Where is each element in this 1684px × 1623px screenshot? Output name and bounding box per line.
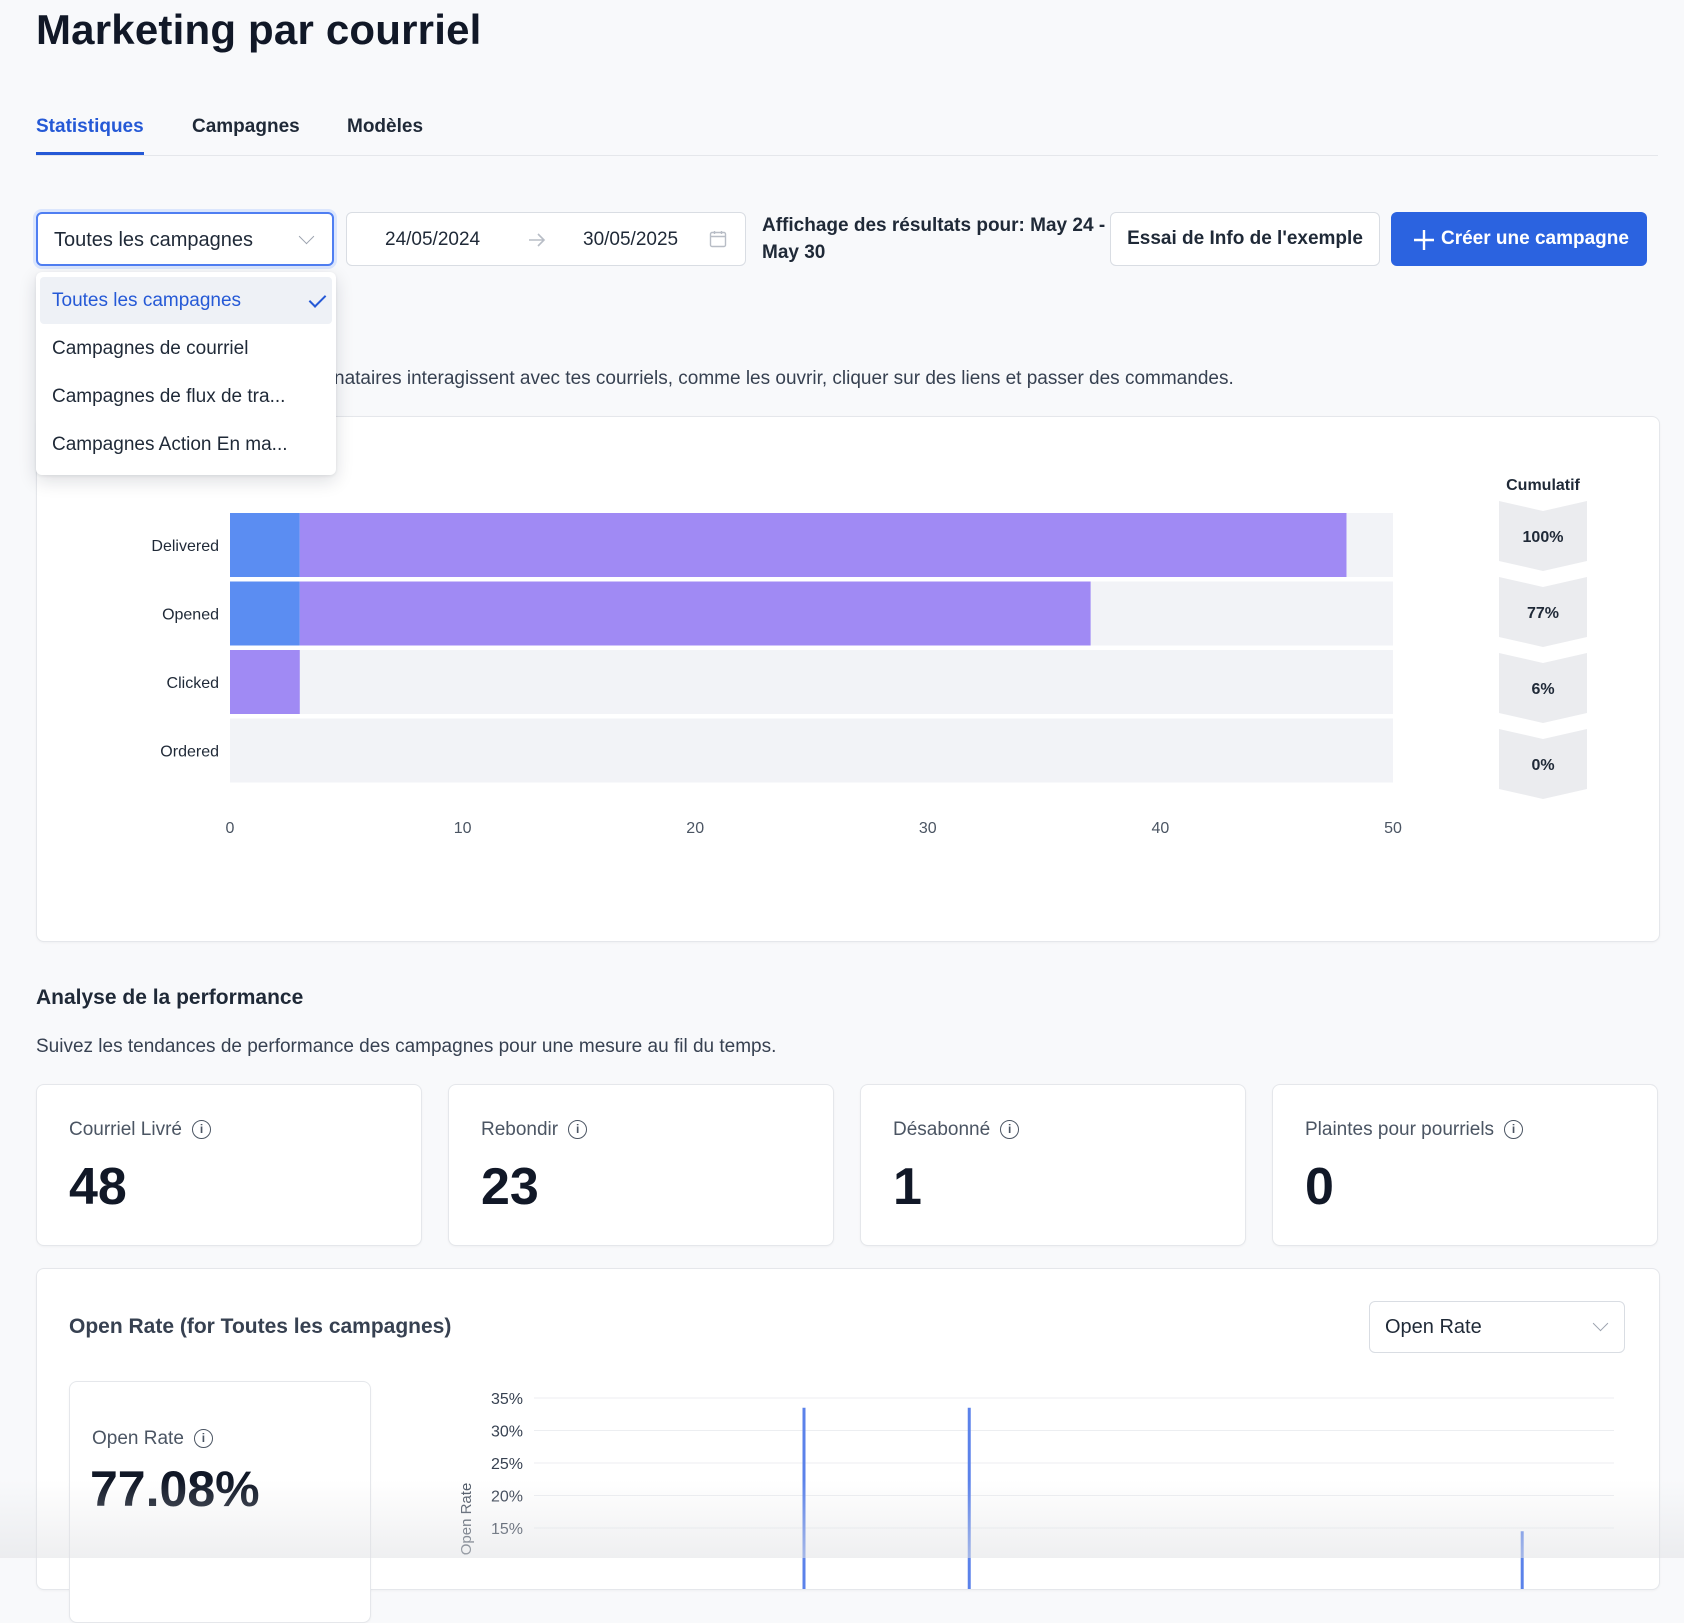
x-tick-label: 50 <box>1384 820 1402 837</box>
funnel-category-label: Clicked <box>167 675 219 692</box>
metric-label: Rebondir <box>481 1119 559 1140</box>
chevron-down-icon <box>298 228 315 245</box>
metric-value: 23 <box>481 1158 539 1216</box>
y-tick-label: 15% <box>491 1521 523 1538</box>
metric-card-spam: Plaintes pour pourriels i 0 <box>1272 1084 1658 1246</box>
x-tick-label: 20 <box>686 820 704 837</box>
demo-data-button[interactable]: Essai de Info de l'exemple <box>1110 212 1380 266</box>
x-tick-label: 10 <box>454 820 472 837</box>
funnel-category-label: Delivered <box>151 538 219 555</box>
metric-value: 0 <box>1305 1158 1334 1216</box>
dropdown-option-all[interactable]: Toutes les campagnes <box>40 277 332 324</box>
metric-label-wrap: Rebondir i <box>481 1119 588 1141</box>
open-rate-summary-value: 77.08% <box>90 1461 260 1517</box>
info-icon[interactable]: i <box>1000 1120 1020 1140</box>
metric-label: Désabonné <box>893 1119 991 1140</box>
metric-label-wrap: Plaintes pour pourriels i <box>1305 1119 1524 1141</box>
x-tick-label: 30 <box>919 820 937 837</box>
cumulative-chevron <box>1499 577 1587 647</box>
cumulative-chevron <box>1499 501 1587 571</box>
cumulative-value: 6% <box>1531 681 1554 698</box>
metric-label-wrap: Désabonné i <box>893 1119 1020 1141</box>
performance-subtitle: Suivez les tendances de performance des … <box>36 1036 777 1057</box>
cumulative-value: 0% <box>1531 757 1554 774</box>
funnel-category-label: Ordered <box>160 744 219 761</box>
funnel-bar-delivered-1 <box>299 513 1347 577</box>
funnel-chart: Delivered 100% Opened 77% Clicked 6% Ordered 0%… <box>151 477 1587 837</box>
metric-card-bounce: Rebondir i 23 <box>448 1084 834 1246</box>
info-icon[interactable]: i <box>1504 1120 1524 1140</box>
date-range-picker[interactable]: 24/05/2024 30/05/2025 <box>346 212 746 266</box>
metric-select[interactable]: Open Rate <box>1369 1301 1625 1353</box>
performance-title: Analyse de la performance <box>36 986 304 1009</box>
chevron-down-icon <box>1592 1315 1609 1332</box>
date-start-input[interactable]: 24/05/2024 <box>385 229 481 250</box>
x-tick-label: 40 <box>1152 820 1170 837</box>
dropdown-option-flow[interactable]: Campagnes de flux de tra... <box>52 386 286 407</box>
funnel-card: Delivered 100% Opened 77% Clicked 6% Ordered 0%… <box>36 416 1660 942</box>
campaign-type-select-value: Toutes les campagnes <box>54 229 254 251</box>
arrow-right-icon <box>529 233 546 247</box>
dropdown-option-action[interactable]: Campagnes Action En ma... <box>52 434 288 455</box>
metric-card-unsubscribed: Désabonné i 1 <box>860 1084 1246 1246</box>
tab-statistiques[interactable]: Statistiques <box>36 116 144 155</box>
metric-label: Courriel Livré <box>69 1119 182 1140</box>
date-end-input[interactable]: 30/05/2025 <box>583 229 679 250</box>
dropdown-option-email[interactable]: Campagnes de courriel <box>52 338 249 359</box>
tab-campagnes[interactable]: Campagnes <box>192 116 300 137</box>
open-rate-card: Open Rate (for Toutes les campagnes) Ope… <box>36 1268 1660 1623</box>
y-axis-label: Open Rate <box>458 1483 475 1556</box>
funnel-bar-opened-0 <box>230 581 300 646</box>
open-rate-summary: Open Rate i 77.08% <box>69 1381 371 1623</box>
y-tick-label: 25% <box>491 1456 523 1473</box>
page-title: Marketing par courriel <box>36 6 482 53</box>
open-rate-title: Open Rate (for Toutes les campagnes) <box>69 1315 452 1338</box>
campaign-type-select[interactable]: Toutes les campagnes <box>36 212 334 266</box>
metric-value: 48 <box>69 1158 127 1216</box>
metric-value: 1 <box>893 1158 922 1216</box>
funnel-description: nataires interagissent avec tes courriel… <box>334 368 1234 389</box>
info-icon[interactable]: i <box>568 1120 588 1140</box>
metric-select-value: Open Rate <box>1385 1316 1482 1338</box>
info-icon[interactable]: i <box>193 1429 213 1449</box>
funnel-track <box>230 650 1393 714</box>
open-rate-summary-label: Open Rate <box>92 1428 184 1449</box>
campaign-type-dropdown: Toutes les campagnes Campagnes de courri… <box>36 272 336 475</box>
plus-icon <box>1414 230 1434 250</box>
funnel-category-label: Opened <box>162 607 219 624</box>
dropdown-option-label: Toutes les campagnes <box>52 290 242 311</box>
funnel-bar-clicked-1 <box>230 650 300 714</box>
metric-label-wrap: Courriel Livré i <box>69 1119 211 1141</box>
cumulative-header: Cumulatif <box>1506 477 1580 494</box>
info-icon[interactable]: i <box>191 1120 211 1140</box>
checkmark-icon <box>308 290 327 308</box>
y-tick-label: 30% <box>491 1424 523 1441</box>
create-campaign-button[interactable]: Créer une campagne <box>1391 212 1647 266</box>
cumulative-value: 77% <box>1527 605 1559 622</box>
create-campaign-label: Créer une campagne <box>1441 228 1629 249</box>
calendar-icon[interactable] <box>709 230 727 248</box>
open-rate-summary-label-wrap: Open Rate i <box>92 1428 213 1450</box>
cumulative-chevron <box>1499 729 1587 799</box>
cumulative-chevron <box>1499 653 1587 723</box>
metric-label: Plaintes pour pourriels <box>1305 1119 1495 1140</box>
funnel-bar-delivered-0 <box>230 513 300 577</box>
funnel-track <box>230 718 1393 783</box>
cumulative-value: 100% <box>1523 529 1564 546</box>
results-range-text: Affichage des résultats pour: May 24 - M… <box>762 215 1106 263</box>
metric-card-delivered: Courriel Livré i 48 <box>36 1084 422 1246</box>
tab-modeles[interactable]: Modèles <box>347 116 424 137</box>
funnel-bar-opened-1 <box>299 581 1091 646</box>
x-tick-label: 0 <box>226 820 235 837</box>
tab-bar: Statistiques Campagnes Modèles <box>36 116 1658 156</box>
y-tick-label: 35% <box>491 1391 523 1408</box>
y-tick-label: 20% <box>491 1489 523 1506</box>
